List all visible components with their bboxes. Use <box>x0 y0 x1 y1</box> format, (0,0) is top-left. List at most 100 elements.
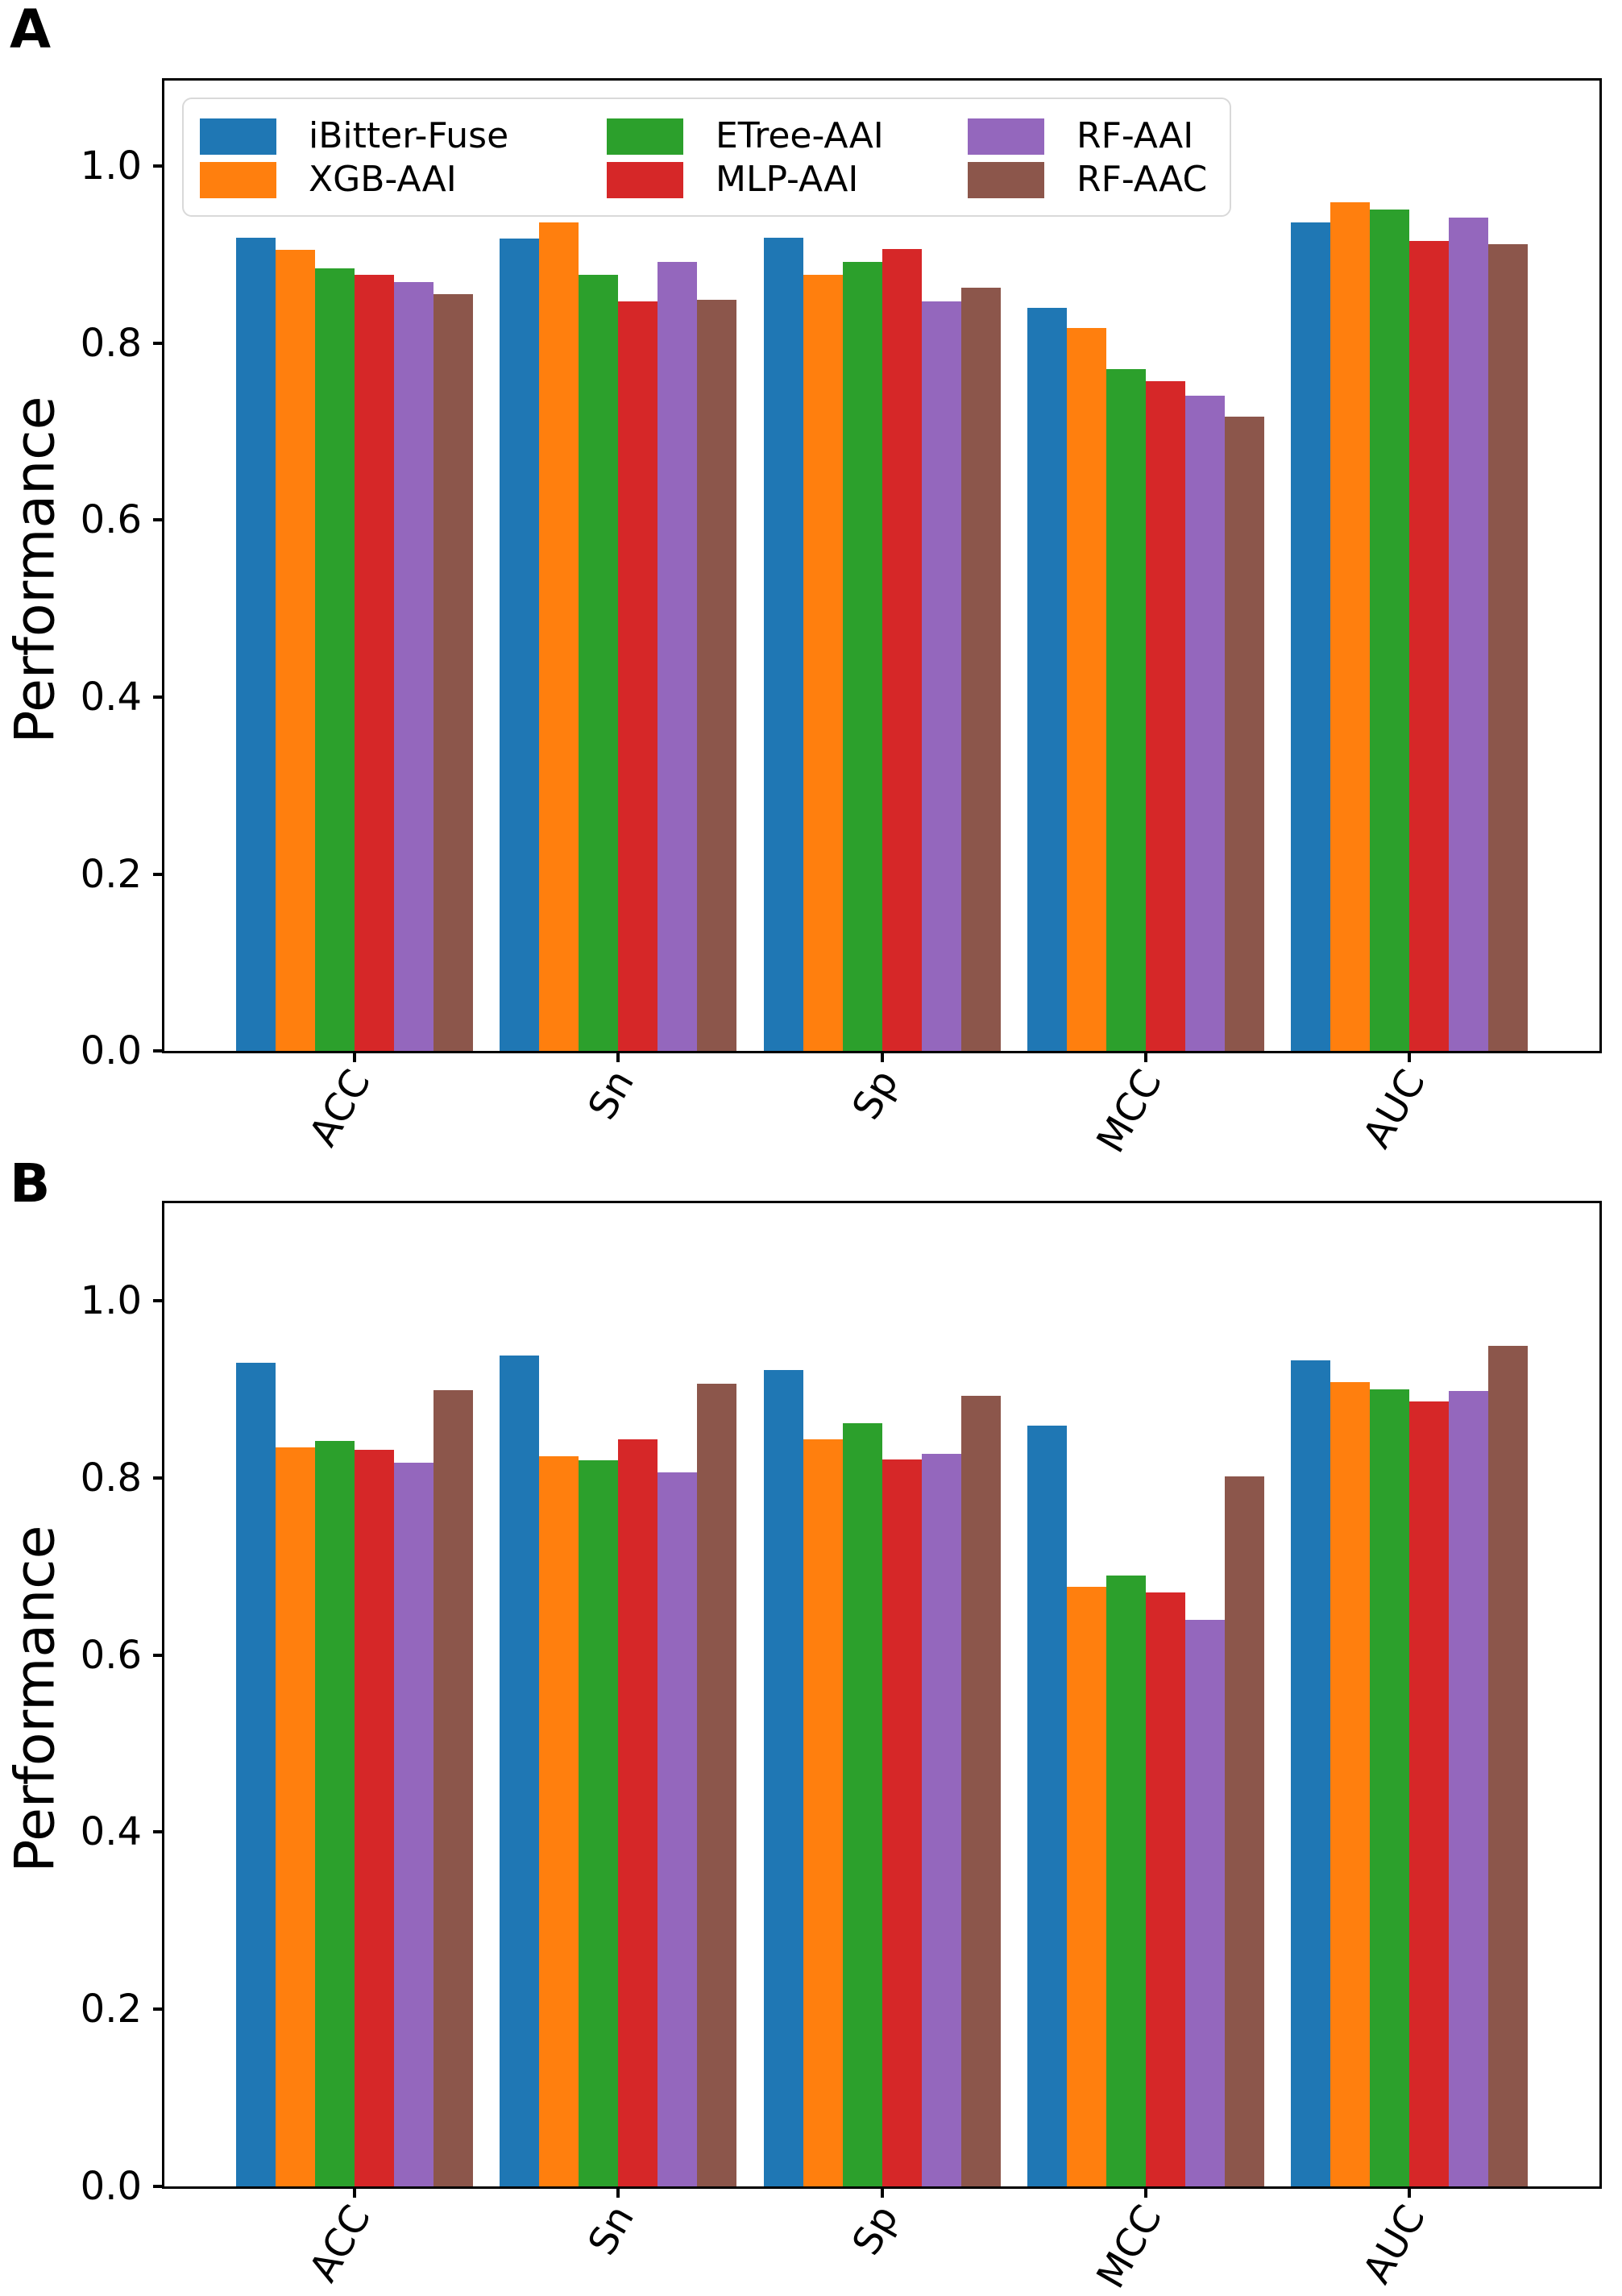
bar-etree-aai-auc <box>1370 210 1410 1051</box>
bar-mlp-aai-auc <box>1409 240 1450 1051</box>
bar-ibitter-fuse-sp <box>763 238 803 1051</box>
bar-xgb-aai-auc <box>1330 202 1371 1051</box>
legend-label: MLP-AAI <box>716 159 859 200</box>
bar-rf-aac-sn <box>697 1384 737 2186</box>
bar-ibitter-fuse-auc <box>1291 222 1331 1051</box>
legend-column: ETree-AAI MLP-AAI <box>607 114 968 201</box>
bar-etree-aai-sp <box>842 1422 882 2186</box>
bar-mlp-aai-acc <box>354 275 394 1051</box>
x-tick-label-auc: AUC <box>1354 1062 1435 1156</box>
bar-etree-aai-mcc <box>1106 1575 1146 2186</box>
panel-a-letter: A <box>10 0 52 60</box>
x-tick-mark <box>352 1051 356 1062</box>
panel-a-plot-area: 0.0 0.2 0.4 0.6 0.8 1.0 ACC Sn Sp MCC AUC iBitter-F… <box>81 78 1602 1160</box>
bar-ibitter-fuse-acc <box>235 1362 276 2186</box>
legend-label: iBitter-Fuse <box>309 115 509 156</box>
bar-xgb-aai-sn <box>539 222 579 1051</box>
bar-mlp-aai-mcc <box>1145 1592 1185 2186</box>
legend-item-ibitter-fuse: iBitter-Fuse <box>200 116 607 156</box>
bar-etree-aai-acc <box>314 268 355 1051</box>
y-tick-label: 0.0 <box>80 2164 142 2209</box>
bar-rf-aai-mcc <box>1184 395 1225 1051</box>
bar-etree-aai-sp <box>842 262 882 1051</box>
legend-item-xgb-aai: XGB-AAI <box>200 160 607 200</box>
y-tick-label: 0.4 <box>80 1809 142 1855</box>
bar-rf-aac-sp <box>960 287 1001 1051</box>
bar-ibitter-fuse-acc <box>235 238 276 1051</box>
x-tick-mark <box>616 2186 620 2198</box>
bar-rf-aac-mcc <box>1224 1476 1264 2186</box>
panel-b-letter: B <box>10 1152 51 1214</box>
bar-mlp-aai-sn <box>618 301 658 1051</box>
legend-column: RF-AAI RF-AAC <box>968 114 1207 201</box>
x-tick-mark <box>616 1051 620 1062</box>
bar-rf-aac-auc <box>1488 244 1529 1051</box>
bar-rf-aai-sn <box>658 1472 698 2186</box>
y-tick-label: 0.6 <box>80 497 142 543</box>
bar-xgb-aai-sp <box>803 275 843 1051</box>
bar-xgb-aai-acc <box>275 249 315 1051</box>
x-tick-label-sn: Sn <box>579 2198 644 2263</box>
blue-swatch <box>200 118 276 155</box>
bar-ibitter-fuse-mcc <box>1027 1425 1067 2186</box>
x-tick-label-mcc: MCC <box>1088 2198 1171 2296</box>
x-tick-mark <box>1408 2186 1412 2198</box>
bar-etree-aai-auc <box>1370 1389 1410 2186</box>
x-tick-mark <box>1143 1051 1147 1062</box>
y-tick-mark <box>153 872 164 876</box>
purple-swatch <box>968 118 1044 155</box>
bar-rf-aac-mcc <box>1224 417 1264 1051</box>
bar-ibitter-fuse-sn <box>500 1356 540 2186</box>
bar-xgb-aai-acc <box>275 1447 315 2186</box>
bar-etree-aai-sn <box>579 1459 619 2186</box>
y-tick-mark <box>153 1476 164 1480</box>
y-tick-label: 0.2 <box>80 851 142 897</box>
bar-rf-aac-auc <box>1488 1345 1529 2186</box>
y-tick-mark <box>153 1298 164 1302</box>
y-tick-mark <box>153 1049 164 1053</box>
bar-xgb-aai-sn <box>539 1456 579 2186</box>
bar-rf-aac-sn <box>697 300 737 1051</box>
legend-item-rf-aai: RF-AAI <box>968 116 1207 156</box>
x-tick-label-acc: ACC <box>300 2198 380 2290</box>
x-tick-label-auc: AUC <box>1354 2198 1435 2291</box>
bar-rf-aai-auc <box>1449 1391 1489 2186</box>
y-tick-mark <box>153 164 164 168</box>
bar-rf-aai-acc <box>393 282 434 1051</box>
bar-mlp-aai-sp <box>882 1459 922 2186</box>
y-tick-mark <box>153 2185 164 2188</box>
bar-rf-aai-acc <box>393 1463 434 2186</box>
bar-mlp-aai-acc <box>354 1449 394 2186</box>
x-tick-mark <box>352 2186 356 2198</box>
x-tick-mark <box>1143 2186 1147 2198</box>
legend-column: iBitter-Fuse XGB-AAI <box>200 114 607 201</box>
x-tick-mark <box>880 2186 884 2198</box>
y-tick-mark <box>153 1653 164 1657</box>
bar-ibitter-fuse-sn <box>500 239 540 1051</box>
y-tick-mark <box>153 341 164 345</box>
bar-xgb-aai-auc <box>1330 1382 1371 2186</box>
legend-item-mlp-aai: MLP-AAI <box>607 160 968 200</box>
bar-rf-aai-sp <box>921 1454 961 2186</box>
x-tick-mark <box>880 1051 884 1062</box>
orange-swatch <box>200 161 276 198</box>
bar-etree-aai-sn <box>579 275 619 1051</box>
y-tick-label: 0.0 <box>80 1028 142 1073</box>
y-tick-label: 0.6 <box>80 1632 142 1678</box>
y-tick-mark <box>153 1830 164 1834</box>
y-tick-label: 0.8 <box>80 320 142 366</box>
legend-item-etree-aai: ETree-AAI <box>607 116 968 156</box>
bar-rf-aai-auc <box>1449 218 1489 1051</box>
x-tick-label-sp: Sp <box>843 2198 907 2263</box>
bar-rf-aac-acc <box>433 1389 473 2186</box>
legend-label: ETree-AAI <box>716 115 884 156</box>
y-tick-label: 1.0 <box>80 143 142 189</box>
bar-rf-aac-acc <box>433 293 473 1051</box>
y-tick-label: 0.2 <box>80 1987 142 2032</box>
bar-rf-aac-sp <box>960 1395 1001 2186</box>
bar-xgb-aai-mcc <box>1066 1586 1106 2186</box>
bar-ibitter-fuse-auc <box>1291 1360 1331 2186</box>
x-tick-label-acc: ACC <box>300 1062 380 1154</box>
legend-label: RF-AAC <box>1076 159 1208 200</box>
